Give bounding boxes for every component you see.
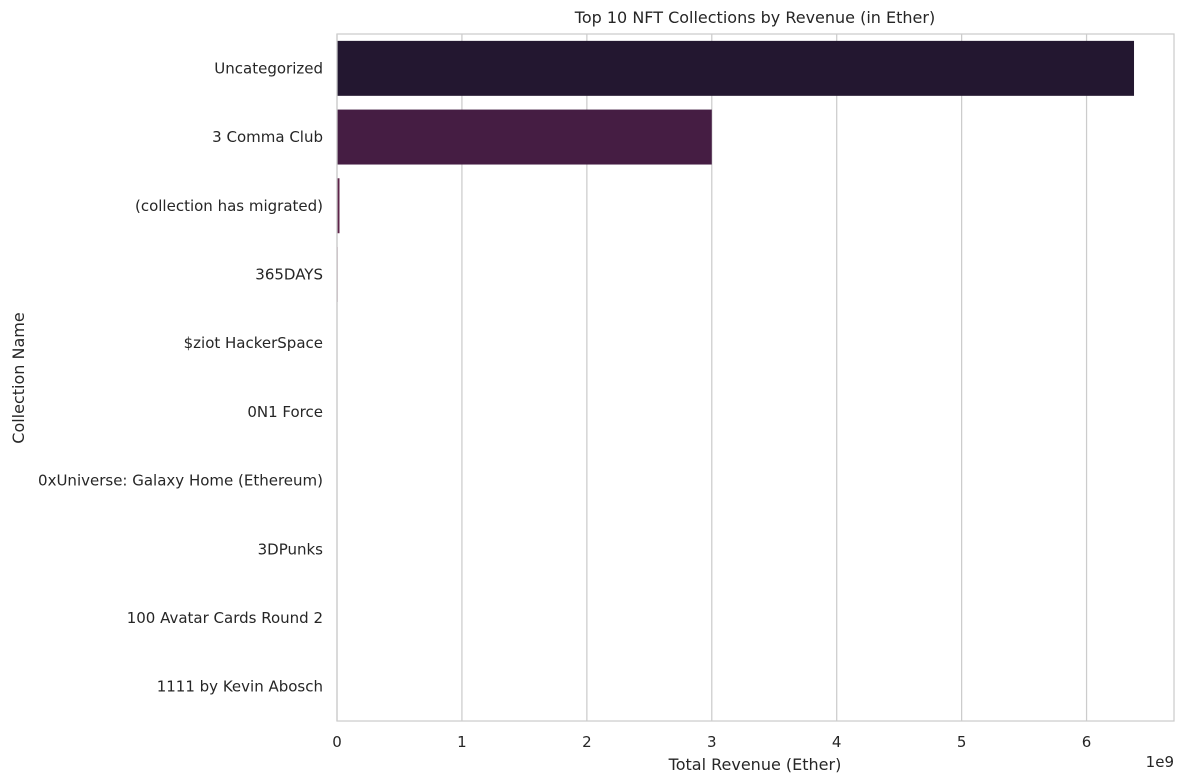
y-tick-labels: Uncategorized 3 Comma Club (collection has… [38, 59, 323, 695]
bar [337, 40, 1135, 96]
x-tick-label: 5 [957, 733, 967, 751]
x-tick-labels: 0 1 2 3 4 5 6 [332, 733, 1091, 751]
plot-frame [336, 33, 1175, 722]
y-tick-label: 3 Comma Club [212, 128, 323, 146]
x-offset-label: 1e9 [1146, 753, 1174, 771]
y-tick-label: 365DAYS [255, 265, 323, 283]
y-tick-label: $ziot HackerSpace [184, 334, 323, 352]
y-tick-label: 0xUniverse: Galaxy Home (Ethereum) [38, 472, 323, 490]
x-tick-label: 4 [832, 733, 842, 751]
y-tick-label: 0N1 Force [247, 403, 323, 421]
y-tick-label: 100 Avatar Cards Round 2 [127, 609, 323, 627]
x-tick-label: 6 [1082, 733, 1092, 751]
x-tick-label: 3 [707, 733, 717, 751]
x-tick-label: 1 [457, 733, 467, 751]
y-tick-label: (collection has migrated) [135, 197, 323, 215]
y-tick-label: Uncategorized [214, 59, 323, 77]
chart-title: Top 10 NFT Collections by Revenue (in Et… [574, 8, 935, 27]
x-axis-title: Total Revenue (Ether) [668, 755, 842, 774]
y-tick-label: 3DPunks [258, 540, 324, 558]
x-tick-label: 0 [332, 733, 342, 751]
bars [337, 40, 1135, 715]
x-tick-label: 2 [582, 733, 592, 751]
y-axis-title: Collection Name [9, 312, 28, 443]
y-tick-label: 1111 by Kevin Abosch [157, 678, 323, 696]
bar [337, 178, 340, 234]
bar [337, 109, 712, 165]
